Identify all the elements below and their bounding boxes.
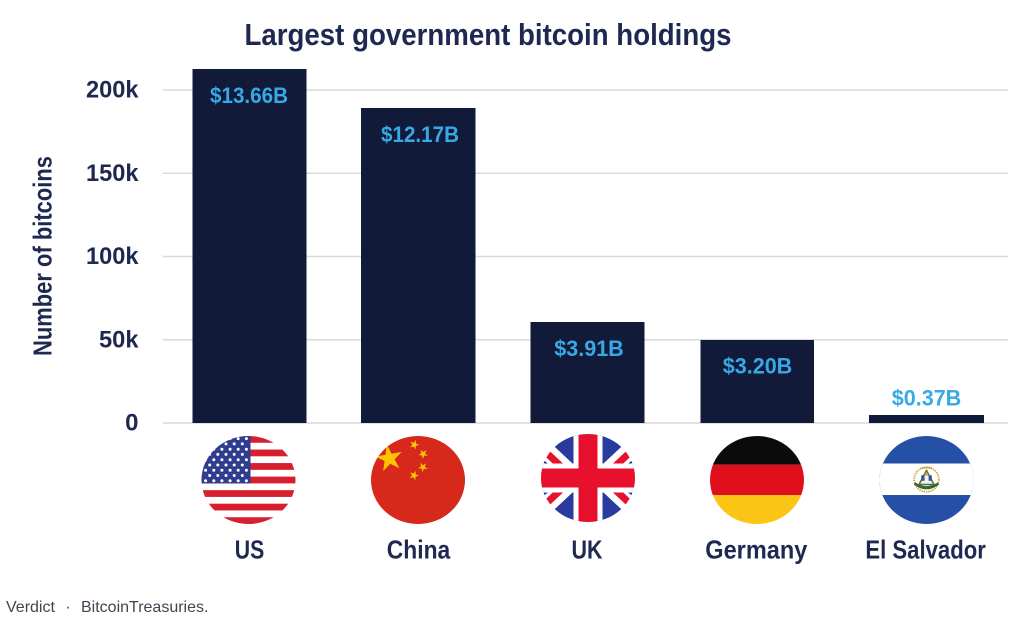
svg-text:200k: 200k [86, 77, 139, 104]
svg-text:Number of bitcoins: Number of bitcoins [28, 156, 58, 356]
svg-text:0: 0 [125, 410, 138, 437]
svg-text:Verdict: Verdict [6, 599, 55, 616]
svg-text:$3.20B: $3.20B [723, 354, 793, 379]
svg-text:BitcoinTreasuries.: BitcoinTreasuries. [81, 599, 208, 616]
svg-text:·: · [65, 599, 70, 616]
svg-text:$12.17B: $12.17B [381, 122, 459, 147]
svg-text:100k: 100k [86, 243, 139, 270]
svg-text:US: US [235, 534, 265, 564]
svg-text:El Salvador: El Salvador [865, 534, 986, 564]
svg-text:Germany: Germany [705, 534, 807, 564]
svg-text:China: China [387, 534, 451, 564]
svg-text:$13.66B: $13.66B [210, 83, 288, 108]
svg-text:50k: 50k [99, 326, 139, 353]
svg-text:UK: UK [572, 534, 603, 564]
svg-text:$3.91B: $3.91B [554, 336, 624, 361]
svg-text:150k: 150k [86, 160, 139, 187]
svg-text:Largest government bitcoin hol: Largest government bitcoin holdings [245, 17, 732, 52]
svg-text:$0.37B: $0.37B [892, 386, 962, 411]
